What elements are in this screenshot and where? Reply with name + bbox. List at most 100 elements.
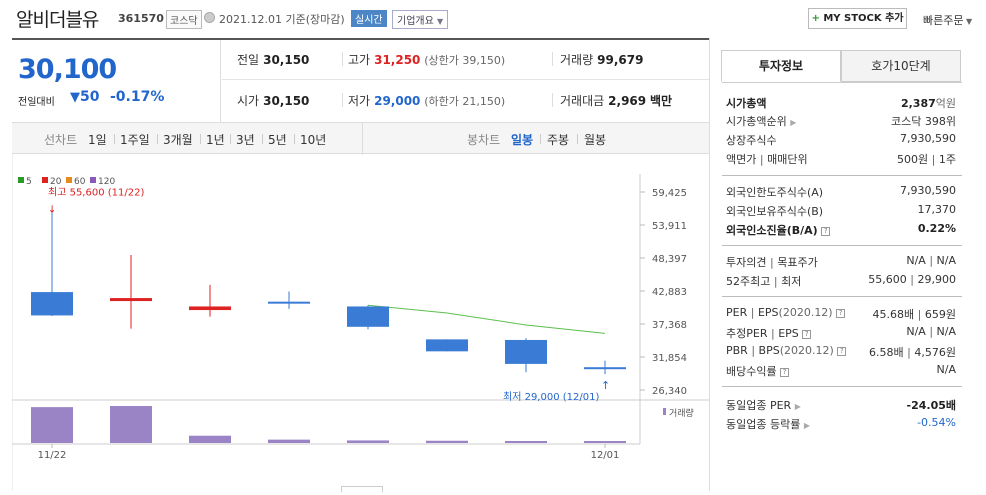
industry-rate-label[interactable]: 동일업종 등락률 <box>726 418 801 431</box>
volume-legend-swatch <box>663 408 666 415</box>
foreign-holding-label: 외국인보유주식수(B) <box>726 205 824 218</box>
price-stats: 전일 30,150 고가 31,250 (상한가 39,150) 거래량 99,679… <box>222 40 709 122</box>
tab-candle-weekly[interactable]: 주봉 <box>547 133 570 147</box>
mystock-label: MY STOCK 추가 <box>823 13 904 24</box>
y-tick-label: 26,340 <box>652 386 687 397</box>
week52-high-value: 55,600 <box>868 273 907 286</box>
triangle-right-icon: ▶ <box>790 118 797 127</box>
tab-period-1d[interactable]: 1일 <box>88 133 107 147</box>
industry-per-label[interactable]: 동일업종 PER <box>726 399 792 412</box>
divider <box>230 134 231 144</box>
est-eps-label: EPS <box>778 327 799 340</box>
high-price: 고가 31,250 (상한가 39,150) <box>348 51 505 68</box>
divider <box>12 38 709 40</box>
help-icon[interactable]: ? <box>821 226 831 236</box>
divider <box>294 134 295 144</box>
divider <box>577 134 578 144</box>
quick-order-label: 빠른주문 <box>923 14 964 27</box>
amount-unit: 백만 <box>649 94 673 108</box>
divider <box>722 245 962 246</box>
max-label: 최고 55,600 (11/22) <box>48 187 144 199</box>
volume-bar <box>189 435 231 443</box>
foreign-ratio-value: 0.22% <box>917 222 956 235</box>
help-icon[interactable]: ? <box>836 308 846 318</box>
bps-value: 4,576원 <box>914 346 956 359</box>
open-label: 시가 <box>237 94 260 108</box>
volume-bar <box>426 440 468 443</box>
tab-candle-monthly[interactable]: 월봉 <box>584 133 607 147</box>
candle-body <box>189 306 231 311</box>
tab-candle-chart[interactable]: 봉차트 <box>467 133 501 147</box>
tab-period-1y[interactable]: 1년 <box>206 133 225 147</box>
change-label: 전일대비 <box>18 97 55 108</box>
tab-period-3y[interactable]: 3년 <box>236 133 255 147</box>
listed-shares-value: 7,930,590 <box>900 132 956 145</box>
price-change-value: 50 <box>80 89 100 105</box>
divider <box>722 175 962 176</box>
y-tick-label: 53,911 <box>652 221 687 232</box>
industry-per-row: 동일업종 PER ▶ -24.05배 <box>726 397 956 415</box>
bps-year: (2020.12) <box>779 344 834 357</box>
bps-label: BPS <box>758 344 780 357</box>
candle-body <box>268 301 310 304</box>
tab-period-5y[interactable]: 5년 <box>268 133 287 147</box>
x-tick-label: 12/01 <box>591 450 620 461</box>
realtime-button[interactable]: 실시간 <box>351 10 387 27</box>
high-label: 고가 <box>348 53 371 67</box>
help-icon[interactable]: ? <box>802 329 812 339</box>
down-triangle-icon: ▼ <box>70 90 80 105</box>
tab-period-10y[interactable]: 10년 <box>300 133 327 147</box>
x-tick-label: 11/22 <box>38 450 67 461</box>
ma-legend-label: 60 <box>74 177 86 187</box>
candle-chart: 59,425 53,911 48,397 42,883 37,368 31,854 26,3… <box>11 154 709 491</box>
help-icon[interactable]: ? <box>837 346 847 356</box>
tab-period-1w[interactable]: 1주일 <box>120 133 150 147</box>
stock-name: 알비더블유 <box>16 9 99 31</box>
divider <box>200 134 201 144</box>
tab-line-chart[interactable]: 선차트 <box>44 133 78 147</box>
volume-bar <box>505 441 547 443</box>
market-cap-rank-label[interactable]: 시가총액순위 <box>726 115 787 128</box>
tab-invest-info[interactable]: 투자정보 <box>721 50 841 82</box>
target-price-label: 목표주가 <box>777 256 818 269</box>
divider <box>552 52 553 66</box>
ma-legend-swatch <box>90 177 96 183</box>
volume-bar <box>347 440 389 443</box>
tab-candle-daily[interactable]: 일봉 <box>511 133 534 147</box>
quick-order-dropdown[interactable]: 빠른주문 ▼ <box>923 12 972 28</box>
min-arrow: ↑ <box>601 379 610 392</box>
ma-legend-label: 5 <box>26 177 32 187</box>
chart-tabbar: 선차트 1일 1주일 3개월 1년 3년 5년 10년 봉차트 일봉 주봉 월봉 <box>12 122 709 155</box>
target-price-value: N/A <box>936 254 956 267</box>
candle-body <box>31 292 73 316</box>
est-eps-value: N/A <box>936 325 956 338</box>
market-cap-label: 시가총액 <box>726 97 767 110</box>
candle-chart-svg: 59,425 53,911 48,397 42,883 37,368 31,854 26,3… <box>11 154 709 491</box>
help-icon[interactable]: ? <box>780 367 790 377</box>
eps-value: 659원 <box>924 308 956 321</box>
volume-bar <box>584 441 626 443</box>
foreign-limit-label: 외국인한도주식수(A) <box>726 186 824 199</box>
face-value-value: 500원 <box>897 153 929 166</box>
high-value: 31,250 <box>374 53 421 67</box>
foreign-limit: 외국인한도주식수(A) 7,930,590 <box>726 184 956 202</box>
low-label: 저가 <box>348 94 371 108</box>
tab-period-3m[interactable]: 3개월 <box>163 133 193 147</box>
ma-legend-label: 120 <box>98 177 115 187</box>
divider <box>262 134 263 144</box>
current-price: 30,100 <box>18 54 117 85</box>
listed-shares-label: 상장주식수 <box>726 134 777 147</box>
industry-rate-row: 동일업종 등락률 ▶ -0.54% <box>726 416 956 434</box>
company-info-dropdown[interactable]: 기업개요 ▼ <box>392 10 449 29</box>
tab-ask-10[interactable]: 호가10단계 <box>841 50 961 82</box>
min-label: 최저 29,000 (12/01) <box>503 391 599 403</box>
info-panel: 투자정보 호가10단계 시가총액 2,387억원 시가총액순위 ▶ 코스닥 398위… <box>709 38 986 491</box>
triangle-right-icon: ▶ <box>803 421 810 430</box>
volume-legend-label: 거래량 <box>669 407 694 419</box>
mystock-add-button[interactable]: + MY STOCK 추가 <box>808 8 907 29</box>
ma5-line <box>367 304 606 334</box>
open-value: 30,150 <box>263 94 310 108</box>
chart-scroll-handle[interactable] <box>341 486 383 492</box>
trade-unit-value: 1주 <box>938 153 956 166</box>
market-cap-rank: 시가총액순위 ▶ 코스닥 398위 <box>726 113 956 131</box>
